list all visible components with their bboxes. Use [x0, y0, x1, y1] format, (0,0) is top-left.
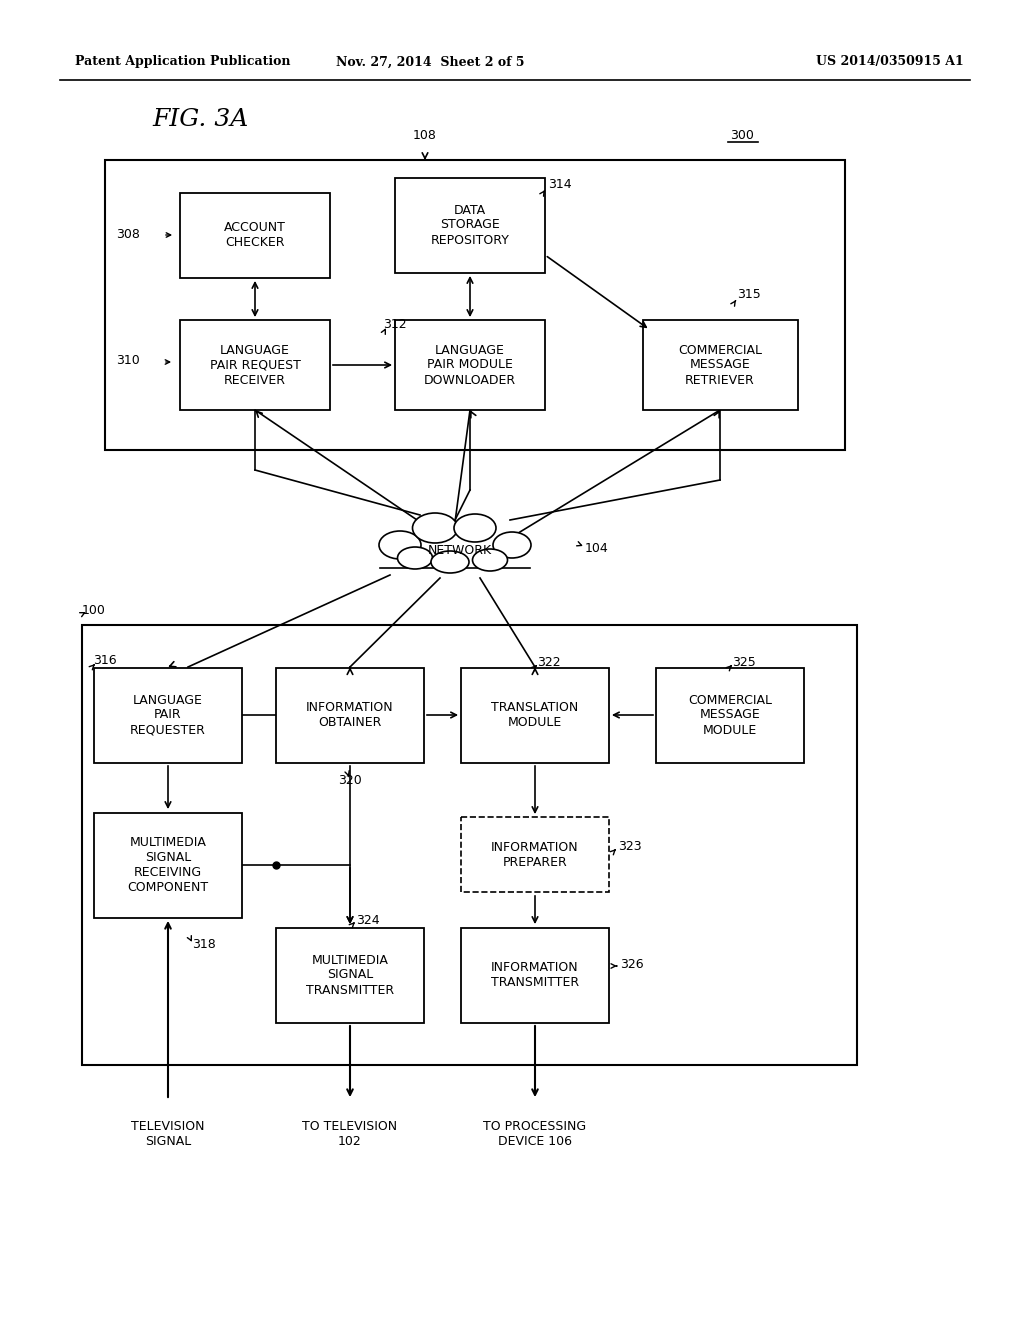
Text: 300: 300: [730, 129, 754, 143]
Text: INFORMATION
TRANSMITTER: INFORMATION TRANSMITTER: [490, 961, 579, 989]
Ellipse shape: [493, 532, 531, 558]
Text: MULTIMEDIA
SIGNAL
TRANSMITTER: MULTIMEDIA SIGNAL TRANSMITTER: [306, 953, 394, 997]
Text: 320: 320: [338, 774, 361, 787]
Text: 314: 314: [548, 178, 571, 191]
Text: LANGUAGE
PAIR
REQUESTER: LANGUAGE PAIR REQUESTER: [130, 693, 206, 737]
Text: TO TELEVISION
102: TO TELEVISION 102: [302, 1119, 397, 1148]
Bar: [180, 319, 330, 411]
Text: 100: 100: [82, 603, 105, 616]
Text: 310: 310: [116, 354, 139, 367]
Text: US 2014/0350915 A1: US 2014/0350915 A1: [816, 55, 964, 69]
Text: NETWORK: NETWORK: [428, 544, 493, 557]
Bar: [656, 668, 804, 763]
Bar: [461, 668, 609, 763]
Text: TELEVISION
SIGNAL: TELEVISION SIGNAL: [131, 1119, 205, 1148]
Text: 323: 323: [618, 841, 642, 854]
Ellipse shape: [397, 546, 432, 569]
Ellipse shape: [413, 513, 458, 543]
Text: 108: 108: [413, 129, 437, 143]
Bar: [642, 319, 798, 411]
Text: FIG. 3A: FIG. 3A: [152, 108, 248, 132]
Text: 318: 318: [193, 937, 216, 950]
Text: ACCOUNT
CHECKER: ACCOUNT CHECKER: [224, 220, 286, 249]
Bar: [276, 668, 424, 763]
Text: MULTIMEDIA
SIGNAL
RECEIVING
COMPONENT: MULTIMEDIA SIGNAL RECEIVING COMPONENT: [127, 836, 209, 894]
Ellipse shape: [472, 549, 508, 572]
Text: COMMERCIAL
MESSAGE
MODULE: COMMERCIAL MESSAGE MODULE: [688, 693, 772, 737]
Bar: [395, 177, 545, 272]
Text: LANGUAGE
PAIR MODULE
DOWNLOADER: LANGUAGE PAIR MODULE DOWNLOADER: [424, 343, 516, 387]
Text: 324: 324: [356, 913, 380, 927]
Text: TO PROCESSING
DEVICE 106: TO PROCESSING DEVICE 106: [483, 1119, 587, 1148]
Text: 312: 312: [383, 318, 407, 331]
Text: Nov. 27, 2014  Sheet 2 of 5: Nov. 27, 2014 Sheet 2 of 5: [336, 55, 524, 69]
Text: 316: 316: [93, 653, 117, 667]
Text: INFORMATION
OBTAINER: INFORMATION OBTAINER: [306, 701, 394, 729]
Bar: [105, 160, 845, 450]
Text: 322: 322: [537, 656, 560, 668]
Text: COMMERCIAL
MESSAGE
RETRIEVER: COMMERCIAL MESSAGE RETRIEVER: [678, 343, 762, 387]
Bar: [461, 817, 609, 892]
Text: LANGUAGE
PAIR REQUEST
RECEIVER: LANGUAGE PAIR REQUEST RECEIVER: [210, 343, 300, 387]
Ellipse shape: [454, 513, 496, 543]
Bar: [180, 193, 330, 277]
Text: 326: 326: [620, 958, 644, 972]
Text: 325: 325: [732, 656, 756, 668]
Bar: [82, 624, 857, 1065]
Text: 308: 308: [116, 228, 140, 242]
Ellipse shape: [379, 531, 421, 558]
Bar: [276, 928, 424, 1023]
Text: 315: 315: [737, 289, 761, 301]
Text: DATA
STORAGE
REPOSITORY: DATA STORAGE REPOSITORY: [430, 203, 509, 247]
Text: TRANSLATION
MODULE: TRANSLATION MODULE: [492, 701, 579, 729]
Text: Patent Application Publication: Patent Application Publication: [75, 55, 291, 69]
Text: INFORMATION
PREPARER: INFORMATION PREPARER: [492, 841, 579, 869]
Text: 104: 104: [585, 541, 608, 554]
Ellipse shape: [431, 550, 469, 573]
Bar: [461, 928, 609, 1023]
Bar: [395, 319, 545, 411]
Bar: [94, 668, 242, 763]
Bar: [94, 813, 242, 917]
